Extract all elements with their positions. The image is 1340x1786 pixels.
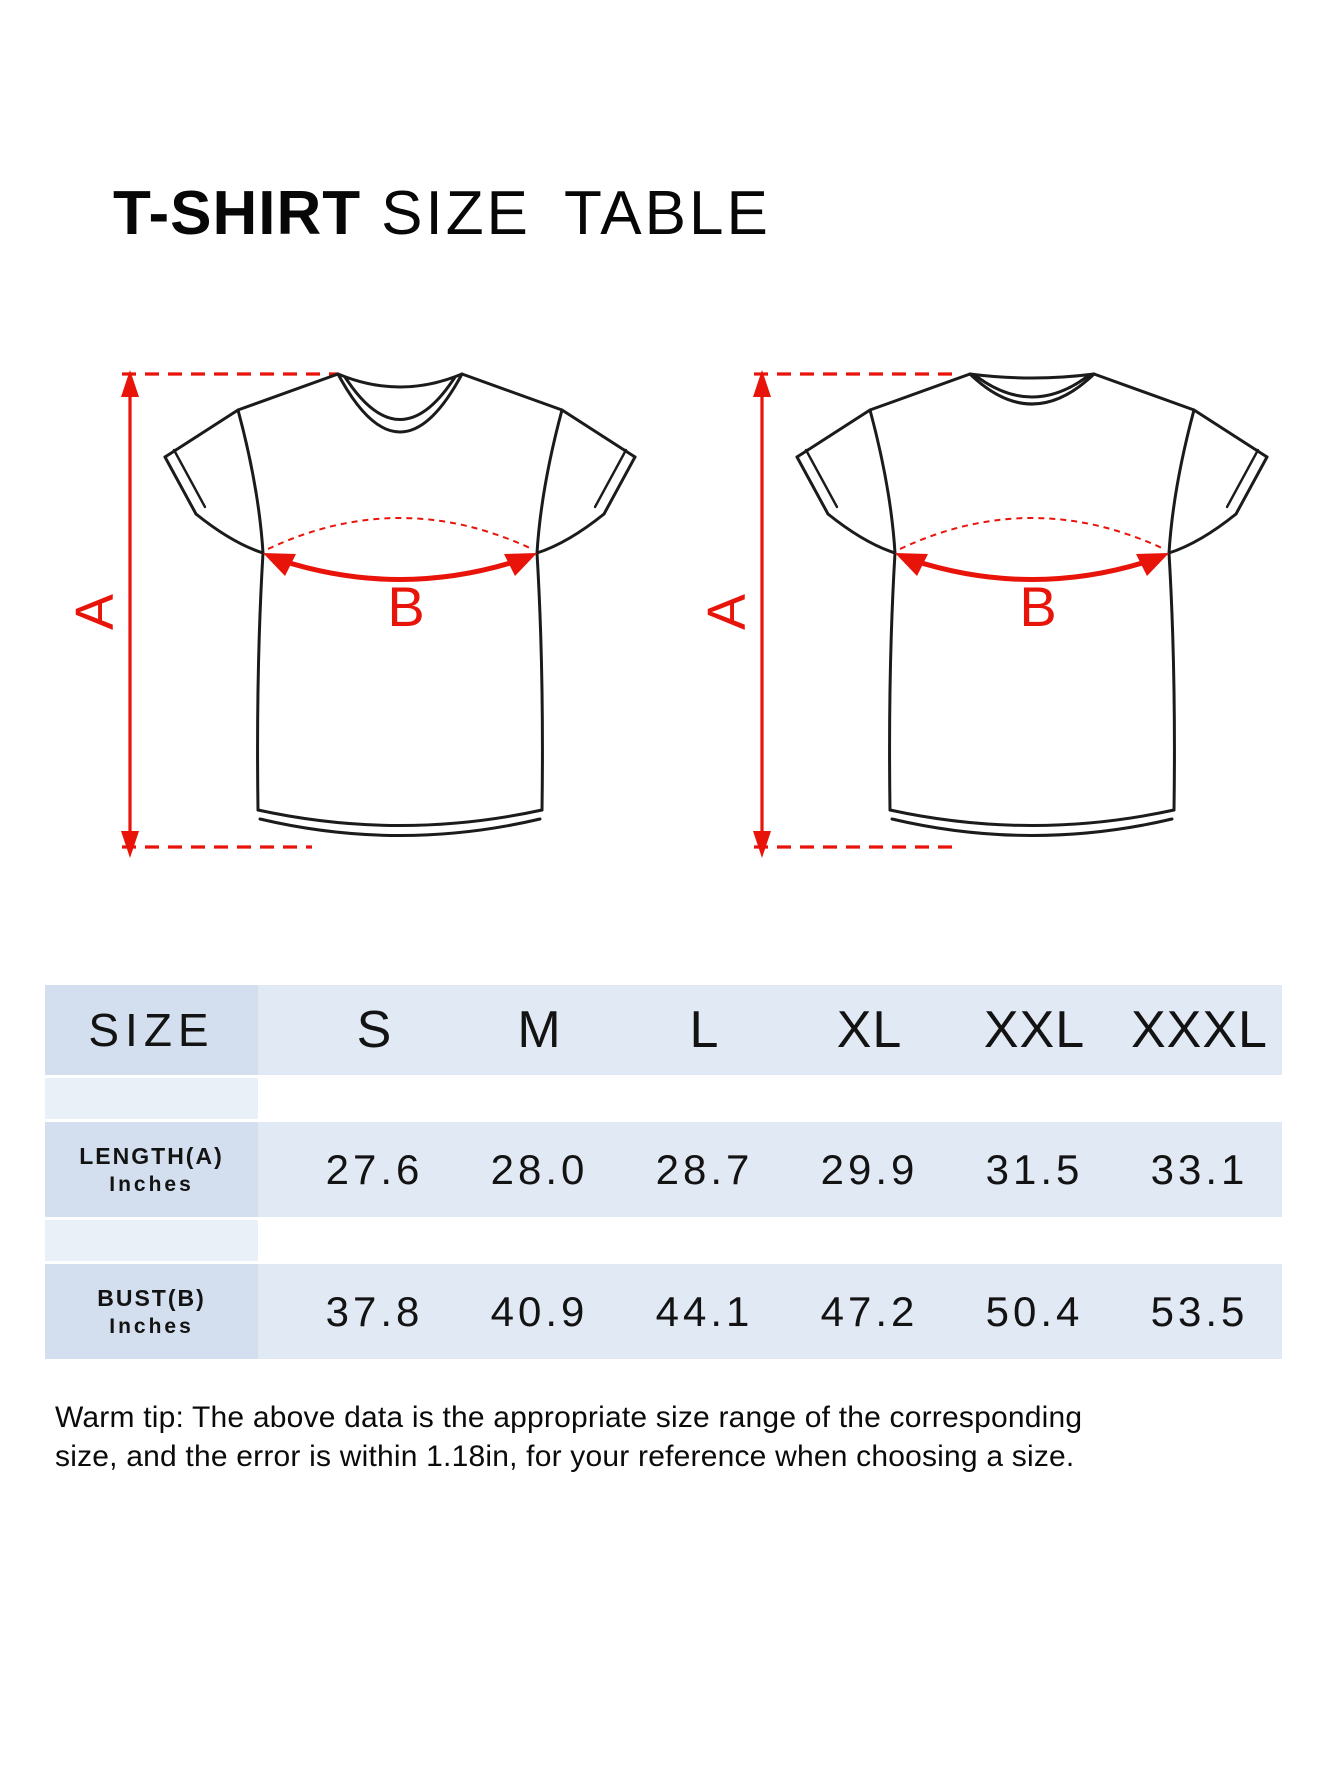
length-row-cells: 27.6 28.0 28.7 29.9 31.5 33.1 — [258, 1122, 1282, 1217]
column-header-l: L — [689, 1001, 720, 1059]
title-rest: SIZE TABLE — [381, 179, 771, 248]
back-shirt-diagram: A B — [702, 370, 1269, 858]
column-header-xxl: XXL — [983, 1001, 1086, 1059]
page-title: T-SHIRT SIZE TABLE — [113, 183, 771, 245]
length-value-s: 27.6 — [325, 1145, 424, 1193]
length-arrow-a-icon — [121, 370, 139, 858]
measurement-label-a: A — [70, 594, 125, 630]
bust-arrow-b-icon — [895, 517, 1169, 582]
bust-value-xxxl: 53.5 — [1150, 1287, 1249, 1335]
front-shirt-diagram: A — [70, 370, 637, 858]
measurement-label-b: B — [1019, 575, 1056, 638]
warm-tip-line-2: size, and the error is within 1.18in, fo… — [55, 1440, 1075, 1473]
size-header-cell: SIZE — [45, 985, 258, 1075]
title-brand: T-SHIRT — [113, 179, 362, 248]
table-header-row: SIZE S M L XL XXL XXXL — [45, 985, 1282, 1075]
length-value-xxxl: 33.1 — [1150, 1145, 1249, 1193]
bust-arrow-b-icon — [263, 517, 537, 582]
measurement-label-b: B — [387, 575, 424, 638]
bust-value-xl: 47.2 — [820, 1287, 919, 1335]
length-value-l: 28.7 — [655, 1145, 754, 1193]
length-row-unit: Inches — [109, 1172, 194, 1196]
size-header-label: SIZE — [88, 1004, 215, 1056]
column-header-s: S — [356, 1001, 393, 1059]
length-value-m: 28.0 — [490, 1145, 589, 1193]
bust-value-s: 37.8 — [325, 1287, 424, 1335]
length-value-xl: 29.9 — [820, 1145, 919, 1193]
bust-value-xxl: 50.4 — [985, 1287, 1084, 1335]
header-cells: S M L XL XXL XXXL — [258, 985, 1282, 1075]
warm-tip-note: Warm tip: The above data is the appropri… — [55, 1398, 1315, 1476]
warm-tip-line-1: Warm tip: The above data is the appropri… — [55, 1401, 1083, 1434]
size-table: SIZE S M L XL XXL XXXL LENGTH(A) Inches … — [45, 985, 1282, 1359]
length-value-xxl: 31.5 — [985, 1145, 1084, 1193]
measurement-label-a: A — [702, 594, 757, 630]
column-header-xl: XL — [836, 1001, 903, 1059]
bust-value-l: 44.1 — [655, 1287, 754, 1335]
length-row-label-cell: LENGTH(A) Inches — [45, 1122, 258, 1217]
bust-value-m: 40.9 — [490, 1287, 589, 1335]
length-arrow-a-icon — [753, 370, 771, 858]
back-shirt-outline — [795, 372, 1269, 837]
bust-row-label: BUST(B) — [97, 1284, 206, 1311]
table-gap-strip — [45, 1078, 258, 1119]
length-row-label: LENGTH(A) — [79, 1142, 224, 1169]
column-header-xxxl: XXXL — [1131, 1001, 1268, 1059]
table-gap-strip — [45, 1220, 258, 1261]
bust-row-cells: 37.8 40.9 44.1 47.2 50.4 53.5 — [258, 1264, 1282, 1359]
table-row-length: LENGTH(A) Inches 27.6 28.0 28.7 29.9 31.… — [45, 1122, 1282, 1217]
table-row-bust: BUST(B) Inches 37.8 40.9 44.1 47.2 50.4 … — [45, 1264, 1282, 1359]
bust-row-unit: Inches — [109, 1314, 194, 1338]
bust-row-label-cell: BUST(B) Inches — [45, 1264, 258, 1359]
column-header-m: M — [517, 1001, 562, 1059]
front-shirt-outline — [163, 372, 637, 837]
